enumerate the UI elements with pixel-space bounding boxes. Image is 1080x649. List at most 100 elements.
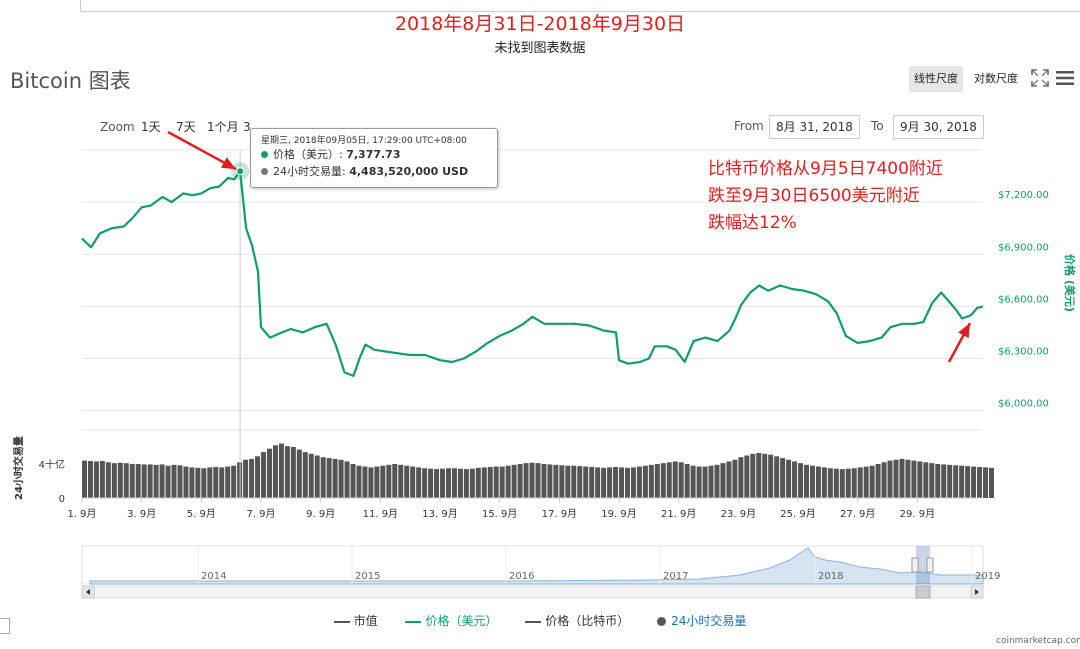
tooltip-price-label: 价格（美元）: <box>273 148 347 161</box>
x-tick-label: 27. 9月 <box>840 508 875 520</box>
volume-bar <box>344 461 350 498</box>
volume-bar <box>935 464 941 498</box>
volume-bar <box>105 462 111 498</box>
volume-bar <box>583 466 589 498</box>
legend-market-cap[interactable]: 市值 <box>333 612 378 629</box>
volume-bar <box>798 463 804 498</box>
volume-bar <box>654 464 660 498</box>
volume-bar <box>440 468 446 498</box>
volume-bar <box>362 466 368 498</box>
volume-bar <box>511 464 517 498</box>
volume-bar <box>768 454 774 498</box>
volume-bar <box>201 468 207 498</box>
scroll-left-icon <box>86 589 90 595</box>
volume-bar <box>302 452 308 498</box>
volume-bar <box>965 466 971 498</box>
arrow-end-head <box>958 323 970 339</box>
volume-bar <box>971 466 977 498</box>
zoom-3m-button[interactable]: 3 <box>243 120 251 134</box>
credit-link[interactable]: coinmarketcap.com <box>996 636 1080 646</box>
y-tick-label: $7,200.00 <box>998 190 1049 201</box>
menu-icon[interactable] <box>1056 70 1074 86</box>
checkbox-icon[interactable] <box>0 618 10 634</box>
volume-bar <box>571 465 577 498</box>
volume-bar <box>911 460 917 498</box>
volume-bar <box>529 462 535 498</box>
navigator-year-label: 2017 <box>663 571 688 582</box>
x-tick-label: 9. 9月 <box>306 508 335 520</box>
volume-bar <box>726 461 732 498</box>
volume-bar <box>290 447 296 498</box>
navigator-area <box>89 547 984 585</box>
fullscreen-icon[interactable] <box>1030 68 1050 88</box>
linear-scale-button[interactable]: 线性尺度 <box>909 66 963 92</box>
volume-bar <box>195 467 201 498</box>
volume-bar <box>738 457 744 498</box>
volume-bar <box>827 468 833 498</box>
legend-volume[interactable]: 24小时交易量 <box>657 612 746 629</box>
volume-bar <box>374 466 380 498</box>
legend-price-usd[interactable]: 价格（美元） <box>405 612 497 629</box>
price-dot-icon <box>261 151 268 158</box>
volume-bar <box>547 464 553 498</box>
volume-bar <box>368 467 374 498</box>
x-tick-label: 1. 9月 <box>67 508 96 520</box>
navigator-year-label: 2015 <box>355 571 380 582</box>
volume-bar <box>398 464 404 498</box>
zoom-7d-button[interactable]: 7天 <box>176 120 196 134</box>
volume-bar <box>338 459 344 498</box>
tooltip-price-value: 7,377.73 <box>346 148 401 161</box>
volume-bar <box>189 467 195 498</box>
x-tick-label: 7. 9月 <box>246 508 275 520</box>
volume-bar <box>780 458 786 498</box>
to-date-input[interactable]: 9月 30, 2018 <box>893 115 984 139</box>
navigator-year-label: 2016 <box>509 571 534 582</box>
scrollbar-track <box>81 585 984 599</box>
volume-bar <box>153 464 159 498</box>
legend-label: 市值 <box>353 614 378 628</box>
top-frame <box>80 0 1080 12</box>
volume-bar <box>720 463 726 498</box>
volume-bar <box>947 464 953 498</box>
navigator-year-label: 2019 <box>975 571 1000 582</box>
volume-bar <box>792 461 798 498</box>
annotation-arrows <box>167 130 972 363</box>
legend-price-btc[interactable]: 价格（比特币） <box>525 612 629 629</box>
volume-bar <box>959 465 965 498</box>
volume-bar <box>326 458 332 498</box>
to-label: To <box>871 119 884 133</box>
volume-bar <box>111 463 117 498</box>
volume-bar <box>410 466 416 498</box>
volume-bar <box>159 464 165 498</box>
zoom-1m-button[interactable]: 1个月 <box>207 120 239 134</box>
x-tick-label: 21. 9月 <box>661 508 696 520</box>
volume-bar <box>434 469 440 498</box>
volume-bar <box>983 467 988 498</box>
volume-axis-title: 24小时交易量 <box>12 436 25 500</box>
volume-bar <box>941 464 947 498</box>
log-scale-button[interactable]: 对数尺度 <box>974 72 1018 85</box>
x-tick-label: 5. 9月 <box>187 508 216 520</box>
volume-bar <box>147 464 153 498</box>
volume-bar <box>666 462 672 498</box>
volume-bar <box>219 467 225 498</box>
volume-bar <box>851 468 857 498</box>
zoom-1d-button[interactable]: 1天 <box>141 120 161 134</box>
from-date-input[interactable]: 8月 31, 2018 <box>769 115 860 139</box>
volume-bar <box>93 461 99 498</box>
navigator-year-label: 2018 <box>818 571 843 582</box>
volume-bar <box>929 463 935 498</box>
price-drop-annotation: 比特币价格从9月5日7400附近 跌至9月30日6500美元附近 跌幅达12% <box>708 156 943 237</box>
volume-bar <box>463 469 469 498</box>
tooltip-date: 星期三, 2018年09月05日, 17:29:00 UTC+08:00 <box>261 136 467 146</box>
volume-bar <box>487 466 493 498</box>
price-axis-title-text: 价格 (美元) <box>1063 254 1077 312</box>
tooltip-volume-value: 4,483,520,000 USD <box>349 165 469 178</box>
volume-bar <box>123 463 129 498</box>
volume-bar <box>266 448 272 498</box>
volume-bar <box>380 465 386 498</box>
volume-bar <box>708 465 714 498</box>
volume-bar <box>99 461 105 498</box>
volume-bar <box>672 461 678 498</box>
